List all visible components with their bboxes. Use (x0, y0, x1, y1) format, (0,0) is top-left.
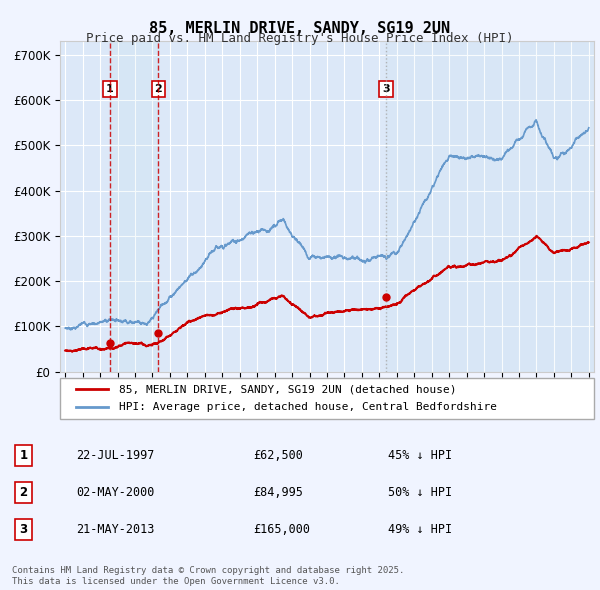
Text: 3: 3 (382, 84, 390, 94)
Text: 3: 3 (20, 523, 28, 536)
Text: 45% ↓ HPI: 45% ↓ HPI (388, 449, 452, 462)
Bar (110, 41, 158, 372)
Text: 1: 1 (106, 84, 114, 94)
Text: 1: 1 (20, 449, 28, 462)
Text: Price paid vs. HM Land Registry's House Price Index (HPI): Price paid vs. HM Land Registry's House … (86, 32, 514, 45)
FancyBboxPatch shape (60, 378, 594, 419)
Text: HPI: Average price, detached house, Central Bedfordshire: HPI: Average price, detached house, Cent… (119, 402, 497, 412)
Text: 21-MAY-2013: 21-MAY-2013 (77, 523, 155, 536)
Text: 2: 2 (154, 84, 162, 94)
Text: £165,000: £165,000 (253, 523, 310, 536)
Text: £62,500: £62,500 (253, 449, 303, 462)
Text: 50% ↓ HPI: 50% ↓ HPI (388, 486, 452, 499)
Text: 85, MERLIN DRIVE, SANDY, SG19 2UN: 85, MERLIN DRIVE, SANDY, SG19 2UN (149, 21, 451, 35)
Bar (386, 41, 598, 372)
Text: 02-MAY-2000: 02-MAY-2000 (77, 486, 155, 499)
Text: 22-JUL-1997: 22-JUL-1997 (77, 449, 155, 462)
Text: £84,995: £84,995 (253, 486, 303, 499)
Text: 85, MERLIN DRIVE, SANDY, SG19 2UN (detached house): 85, MERLIN DRIVE, SANDY, SG19 2UN (detac… (119, 384, 456, 394)
Text: 49% ↓ HPI: 49% ↓ HPI (388, 523, 452, 536)
Text: Contains HM Land Registry data © Crown copyright and database right 2025.
This d: Contains HM Land Registry data © Crown c… (12, 566, 404, 586)
Text: 2: 2 (20, 486, 28, 499)
